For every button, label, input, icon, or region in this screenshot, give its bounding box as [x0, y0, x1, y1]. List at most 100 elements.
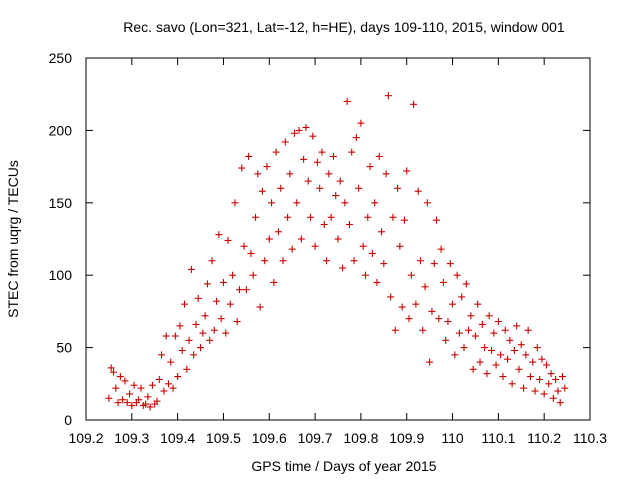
data-point	[355, 184, 363, 192]
data-point	[520, 384, 528, 392]
data-point	[526, 373, 534, 381]
data-point	[153, 397, 161, 405]
data-point	[197, 344, 205, 352]
data-point	[146, 403, 154, 411]
data-point	[119, 396, 127, 404]
data-point	[416, 257, 424, 265]
data-point	[549, 394, 557, 402]
data-point	[307, 213, 315, 221]
data-point	[114, 399, 122, 407]
data-point	[323, 257, 331, 265]
data-point	[121, 377, 129, 385]
x-axis-title: GPS time / Days of year 2015	[251, 458, 436, 474]
x-tick-label: 110.2	[527, 430, 561, 446]
data-point	[391, 326, 399, 334]
data-point	[215, 231, 223, 239]
data-point	[458, 293, 466, 301]
y-tick-label: 50	[56, 340, 72, 356]
data-point	[171, 332, 179, 340]
data-point	[187, 265, 195, 273]
data-point	[451, 351, 459, 359]
data-point	[295, 126, 303, 134]
data-point	[375, 152, 383, 160]
data-point	[400, 216, 408, 224]
data-point	[178, 346, 186, 354]
data-point	[421, 283, 429, 291]
data-point	[556, 399, 564, 407]
data-point	[213, 297, 221, 305]
data-point	[490, 329, 498, 337]
data-point	[361, 271, 369, 279]
data-point	[517, 341, 525, 349]
data-point	[542, 361, 550, 369]
x-tick-label: 109.2	[68, 430, 103, 446]
data-point	[249, 271, 257, 279]
data-point	[341, 199, 349, 207]
data-point	[485, 312, 493, 320]
data-point	[446, 260, 454, 268]
y-tick-label: 150	[49, 195, 73, 211]
data-point	[352, 134, 360, 142]
data-point	[382, 170, 390, 178]
data-point	[510, 346, 518, 354]
data-point	[387, 293, 395, 301]
data-point	[286, 170, 294, 178]
data-point	[481, 344, 489, 352]
data-point	[497, 351, 505, 359]
data-point	[426, 358, 434, 366]
data-point	[433, 216, 441, 224]
data-point	[290, 129, 298, 137]
data-point	[297, 235, 305, 243]
data-point	[126, 390, 134, 398]
data-point	[373, 278, 381, 286]
data-point	[167, 358, 175, 366]
data-point	[261, 257, 269, 265]
data-point	[135, 396, 143, 404]
data-point	[547, 370, 555, 378]
data-point	[423, 199, 431, 207]
data-point	[274, 228, 282, 236]
data-point	[469, 365, 477, 373]
data-point	[407, 271, 415, 279]
data-point	[222, 329, 230, 337]
data-point	[339, 264, 347, 272]
data-point	[439, 278, 447, 286]
data-point	[533, 344, 541, 352]
plot-frame	[85, 57, 591, 421]
data-point	[435, 315, 443, 323]
data-point	[561, 384, 569, 392]
data-point	[471, 332, 479, 340]
data-point	[279, 257, 287, 265]
x-tick-label: 110	[441, 430, 464, 446]
data-point	[158, 351, 166, 359]
data-point	[444, 318, 452, 326]
data-point	[462, 280, 470, 288]
data-point	[474, 300, 482, 308]
data-point	[107, 364, 115, 372]
data-point	[531, 387, 539, 395]
data-point	[219, 278, 227, 286]
data-point	[478, 320, 486, 328]
data-point	[247, 249, 255, 257]
data-point	[332, 192, 340, 200]
data-point	[201, 312, 209, 320]
data-point	[242, 286, 250, 294]
data-point	[109, 368, 117, 376]
data-point	[410, 100, 418, 108]
data-point	[389, 213, 397, 221]
data-point	[412, 300, 420, 308]
data-points	[105, 92, 569, 411]
data-point	[176, 322, 184, 330]
data-point	[329, 152, 337, 160]
data-point	[515, 365, 523, 373]
data-point	[384, 92, 392, 100]
data-point	[345, 221, 353, 229]
data-point	[501, 326, 509, 334]
data-point	[336, 177, 344, 185]
data-point	[552, 375, 560, 383]
data-point	[378, 228, 386, 236]
data-point	[229, 271, 237, 279]
x-tick-label: 109.7	[298, 430, 333, 446]
data-point	[311, 242, 319, 250]
x-tick-label: 110.3	[573, 430, 607, 446]
